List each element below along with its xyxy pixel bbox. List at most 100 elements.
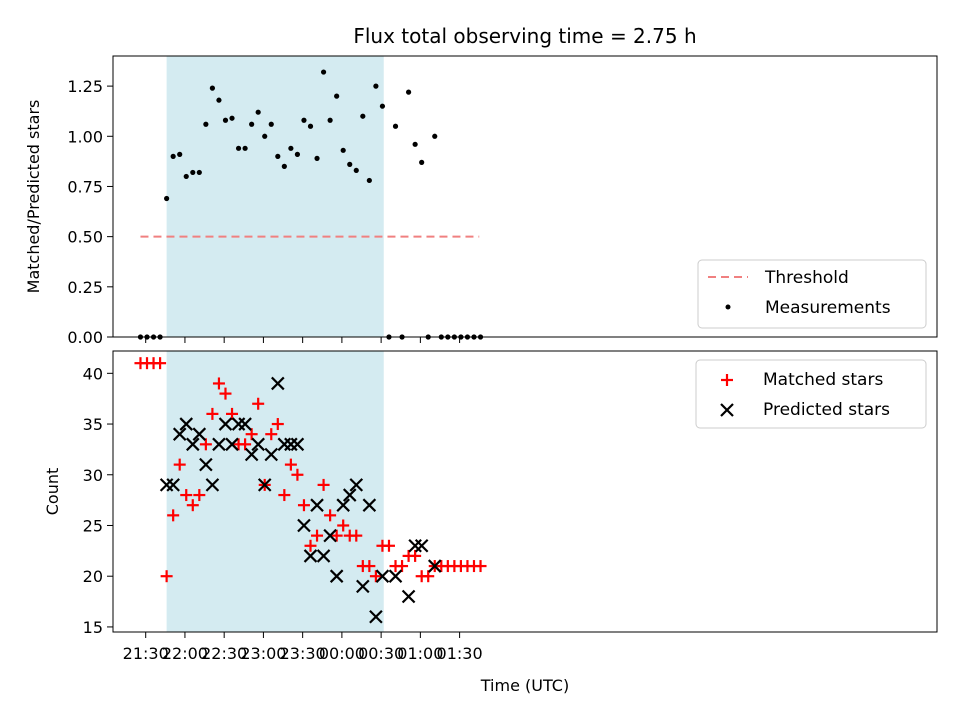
y-tick: 0.75 [67,177,113,196]
measurement-point [288,145,294,151]
predicted-star-point [427,559,442,573]
predicted-star-point [179,417,194,431]
x-tick: 22:00 [162,632,208,663]
matched-star-point [265,428,278,441]
matched-star-point [311,529,324,542]
measurement-point [249,121,255,127]
matched-star-point [297,499,310,512]
predicted-star-point [349,478,364,492]
x-tick: 21:30 [123,632,169,663]
y-tick: 30 [83,466,113,485]
predicted-star-point [329,569,344,583]
y-tick-label: 1.25 [67,77,103,96]
matched-star-point [160,570,173,583]
measurement-point [216,97,222,103]
measurement-point [340,147,346,153]
measurement-point [177,151,183,157]
y-tick-label: 0.25 [67,278,103,297]
measurement-point [379,103,386,109]
y-tick: 15 [83,618,113,637]
matched-star-point [271,418,284,431]
x-tick: 00:30 [358,632,404,663]
y-tick-label: 15 [83,618,103,637]
predicted-star-point [323,528,337,543]
measurement-point [203,121,209,127]
y-tick-label: 25 [83,516,103,535]
x-tick-label: 23:30 [280,644,326,663]
matched-star-point [474,560,487,573]
x-tick-label: 01:00 [397,644,443,663]
measurement-point [222,117,229,123]
bottom-legend-box [695,359,927,429]
measurement-point [360,113,366,119]
measurement-point [229,115,235,121]
predicted-star-point [336,498,350,512]
y-tick-label: 30 [83,466,103,485]
matched-star-point [252,397,265,410]
y-tick: 25 [83,516,113,535]
y-tick: 35 [83,415,113,434]
top-axes-frame [112,55,938,338]
y-tick: 0.50 [67,228,113,247]
chart-title: Flux total observing time = 2.75 h [353,24,696,48]
top-legend: Threshold Measurements [697,259,927,329]
predicted-star-point [205,478,220,492]
measurement-point [405,89,412,95]
bottom-legend: Matched stars Predicted stars [695,359,927,429]
measurement-point [392,123,399,129]
predicted-star-point [251,437,265,452]
legend-matched-swatch [721,374,733,386]
legend-matched-label: Matched stars [763,370,883,390]
x-tick: 01:30 [437,632,483,663]
observing-window-shade [166,56,384,337]
predicted-star-point [225,437,239,452]
measurement-point [301,117,307,123]
predicted-stars-points [159,376,442,624]
ratio-panel: 0.00 0.25 0.50 0.75 1.00 1.25 Flux total obse… [24,24,938,347]
measurement-point [235,145,242,151]
measurement-point [262,133,268,139]
measurement-point [334,93,340,99]
y-tick-label: 40 [83,364,103,383]
measurement-point [320,69,327,75]
matched-star-point [173,458,186,471]
predicted-star-point [192,427,207,441]
legend-measurements-swatch [725,304,731,310]
measurement-point [294,151,301,157]
y-tick: 1.25 [67,77,113,96]
x-tick-label: 01:30 [437,644,483,663]
x-tick: 01:00 [397,632,443,663]
matched-star-point [396,560,409,573]
measurement-point [419,159,425,165]
y-tick: 1.00 [67,127,113,146]
predicted-star-point [186,437,200,452]
measurement-point [183,173,189,180]
matched-star-point [239,438,252,451]
matched-star-point [337,519,350,532]
matched-star-point [206,407,219,420]
measurement-point [196,169,202,176]
legend-threshold-label: Threshold [764,268,849,288]
x-axis-label: Time (UTC) [480,676,569,695]
top-x-ticks [145,337,461,343]
matched-star-point [291,468,304,481]
matched-star-point [154,357,167,370]
matched-star-point [193,489,206,502]
predicted-star-point [257,478,272,492]
x-tick: 22:30 [201,632,247,663]
predicted-star-point [199,457,213,472]
matched-star-point [219,387,232,400]
predicted-star-point [271,376,285,391]
y-tick-label: 0.75 [67,177,103,196]
matched-star-point [369,570,382,583]
predicted-star-point [362,498,377,512]
bottom-y-axis-label: Count [43,468,62,516]
predicted-star-point [166,478,180,492]
x-tick-label: 00:30 [358,644,404,663]
matched-star-point [186,499,199,512]
y-tick: 0.00 [67,328,113,347]
measurement-point [268,121,274,127]
predicted-star-point [414,538,429,553]
predicted-star-point [316,549,331,563]
predicted-star-point [401,589,416,604]
